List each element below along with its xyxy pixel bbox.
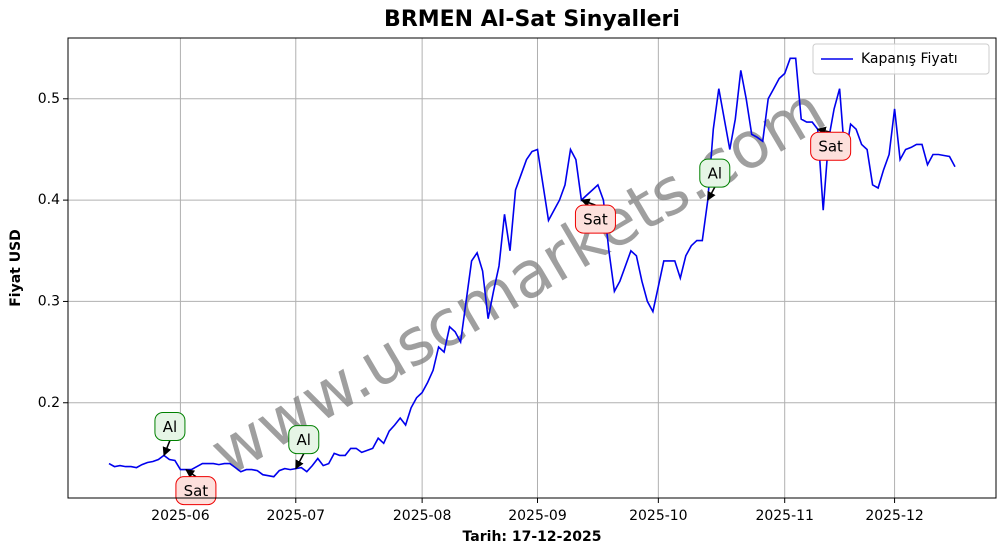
price-line bbox=[108, 57, 956, 478]
annotation-label: Al bbox=[163, 418, 177, 436]
y-tick-label: 0.4 bbox=[38, 192, 60, 208]
annotation-label: Al bbox=[297, 431, 311, 449]
chart-title: BRMEN Al-Sat Sinyalleri bbox=[384, 7, 680, 32]
annotation-arrow bbox=[162, 440, 172, 457]
x-tick-label: 2025-10 bbox=[629, 508, 688, 524]
x-axis-label: Tarih: 17-12-2025 bbox=[463, 529, 602, 545]
y-tick-label: 0.3 bbox=[38, 293, 60, 309]
x-tick-label: 2025-07 bbox=[267, 508, 326, 524]
annotation-label: Al bbox=[708, 165, 722, 183]
x-tick-label: 2025-12 bbox=[865, 508, 924, 524]
annotation-box bbox=[699, 158, 731, 188]
plot-frame bbox=[67, 37, 997, 499]
annotation-arrow bbox=[185, 469, 197, 478]
legend-box bbox=[812, 43, 990, 75]
x-tick-label: 2025-09 bbox=[508, 508, 567, 524]
annotation-arrow bbox=[580, 198, 596, 208]
annotation-box bbox=[810, 131, 852, 161]
annotation-box bbox=[154, 411, 186, 441]
annotation-arrow bbox=[295, 453, 305, 470]
x-tick-label: 2025-06 bbox=[151, 508, 210, 524]
annotation-box bbox=[574, 204, 616, 234]
x-tick-label: 2025-08 bbox=[393, 508, 452, 524]
annotation-arrow bbox=[707, 186, 716, 201]
y-tick-label: 0.2 bbox=[38, 395, 60, 411]
legend-label: Kapanış Fiyatı bbox=[861, 51, 958, 67]
annotation-label: Sat bbox=[184, 482, 209, 500]
annotation-label: Sat bbox=[583, 211, 608, 229]
y-axis-label: Fiyat USD bbox=[8, 229, 24, 307]
y-tick-label: 0.5 bbox=[38, 91, 60, 107]
annotation-label: Sat bbox=[818, 138, 843, 156]
x-tick-label: 2025-11 bbox=[755, 508, 814, 524]
annotation-box bbox=[288, 425, 320, 455]
